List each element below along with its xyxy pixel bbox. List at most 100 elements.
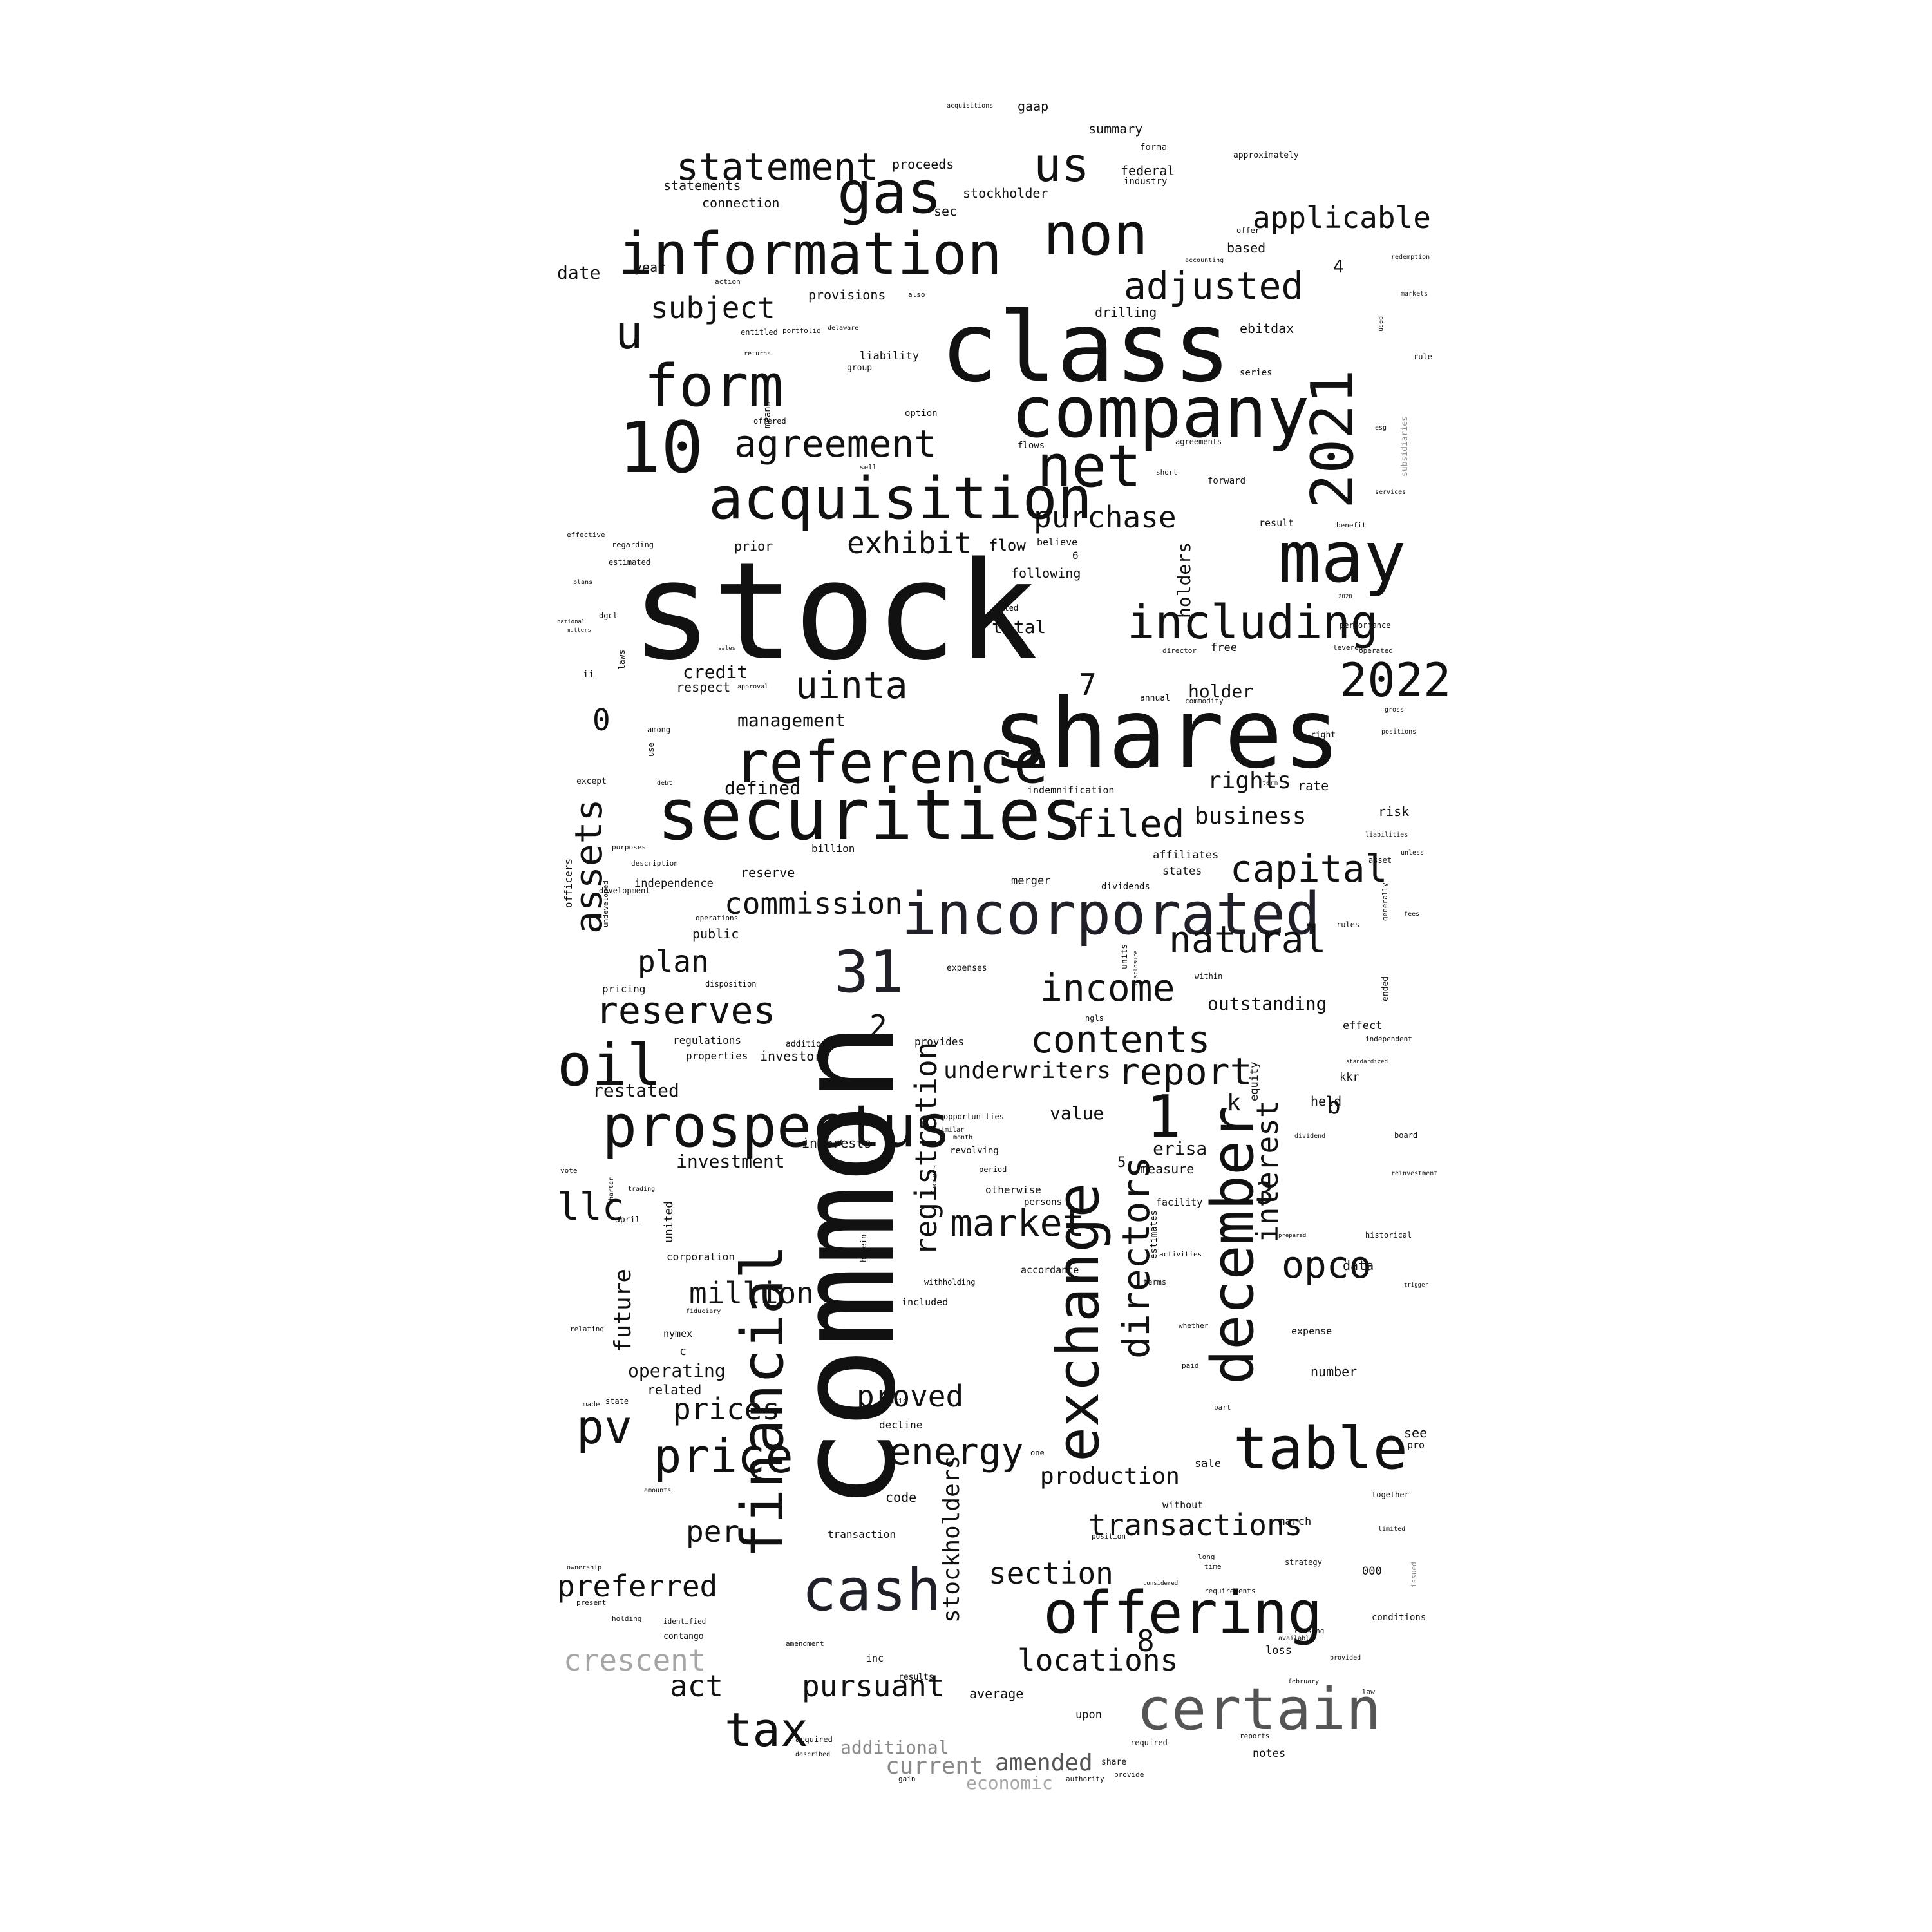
word: agreements <box>1175 437 1222 446</box>
word: respect <box>676 679 731 695</box>
word: operated <box>1359 647 1393 655</box>
word: interest <box>1250 1100 1285 1243</box>
word: non <box>1043 201 1148 269</box>
word: value <box>1050 1103 1104 1124</box>
word: sell <box>860 463 877 471</box>
word: oil <box>557 1032 662 1099</box>
word: included <box>902 1296 949 1308</box>
word: operating <box>628 1360 726 1381</box>
word: industry <box>1124 176 1168 187</box>
word: filed <box>1072 802 1185 846</box>
word: notes <box>1253 1747 1286 1760</box>
word: units <box>1120 943 1130 969</box>
word: undeveloped <box>601 880 610 927</box>
word: data <box>1343 1258 1374 1273</box>
word: fiduciary <box>686 1308 721 1315</box>
word: connection <box>702 195 780 211</box>
word: without <box>1162 1499 1204 1511</box>
word: within <box>1195 972 1223 981</box>
word: federal <box>1121 163 1175 178</box>
word: transaction <box>828 1528 896 1540</box>
word: subsidiaries <box>1400 416 1410 477</box>
word: national <box>557 619 585 625</box>
word: date <box>557 262 601 283</box>
word: preferred <box>557 1569 718 1604</box>
word: services <box>1375 489 1406 496</box>
word: regarding <box>612 540 654 549</box>
word: effective <box>567 531 605 539</box>
word: contango <box>663 1632 704 1642</box>
word: interests <box>802 1135 872 1151</box>
word: million <box>689 1276 814 1311</box>
word: facility <box>1156 1197 1203 1208</box>
word: group <box>847 363 873 373</box>
word: authority <box>1066 1775 1104 1783</box>
word: otherwise <box>985 1184 1041 1196</box>
word: erisa <box>1153 1138 1208 1159</box>
word: income <box>1040 966 1175 1010</box>
word: identified <box>663 1617 706 1625</box>
word: expense <box>1291 1325 1332 1337</box>
word: share <box>1101 1757 1127 1767</box>
word: estimates <box>1149 1210 1159 1259</box>
word: state <box>605 1397 629 1406</box>
word: outstanding <box>1208 993 1327 1014</box>
word: sec <box>934 204 958 219</box>
word: opco <box>1282 1243 1372 1287</box>
word: 7 <box>1079 667 1097 702</box>
word: 2020 <box>1338 594 1352 600</box>
word: independent <box>1365 1035 1412 1043</box>
word: nymex <box>663 1328 693 1340</box>
word: march <box>1278 1515 1312 1528</box>
word: affiliates <box>1153 849 1219 862</box>
word: development <box>599 886 650 895</box>
word: drilling <box>1095 305 1157 320</box>
word: believe <box>1037 536 1078 548</box>
word: gas <box>837 159 942 227</box>
word: prices <box>673 1392 781 1426</box>
word: 31 <box>834 938 904 1006</box>
word: ngls <box>1085 1014 1104 1023</box>
word: amounts <box>644 1487 672 1494</box>
word: statement <box>676 145 879 189</box>
word: act <box>670 1669 724 1703</box>
word: per <box>686 1514 740 1549</box>
word: k <box>1227 1090 1241 1116</box>
word: trigger <box>1404 1282 1428 1289</box>
word: proved <box>857 1379 964 1414</box>
word: uinta <box>795 663 908 707</box>
word: upon <box>1075 1709 1102 1721</box>
word: debt <box>657 780 673 787</box>
word: result <box>1259 517 1294 529</box>
word: summary <box>1088 121 1143 137</box>
word: dividend <box>1294 1133 1326 1140</box>
word: effect <box>1343 1019 1383 1032</box>
word: returns <box>744 350 772 357</box>
word: table <box>1233 1415 1408 1482</box>
word: dgcl <box>599 611 618 620</box>
word: law <box>1362 1688 1375 1696</box>
word: also <box>908 290 925 299</box>
word: number <box>1311 1364 1358 1379</box>
word: held <box>1311 1094 1342 1109</box>
word: term <box>1262 780 1278 787</box>
word: 6 <box>1072 549 1079 562</box>
word: limited <box>1378 1526 1406 1533</box>
word: approximately <box>1233 151 1299 160</box>
word: restated <box>592 1080 679 1101</box>
word: except <box>576 777 607 786</box>
word: energy <box>889 1430 1024 1473</box>
word: time <box>1204 1562 1222 1571</box>
word: current <box>886 1753 983 1779</box>
word: available <box>1278 1635 1314 1642</box>
word: markets <box>1401 290 1428 298</box>
word: billion <box>811 842 855 855</box>
word: pricing <box>602 983 646 995</box>
word: officers <box>562 858 574 908</box>
word: investment <box>676 1151 785 1172</box>
word: reserve <box>741 865 795 880</box>
word: independence <box>634 877 714 890</box>
word: whether <box>1179 1321 1209 1330</box>
word: relating <box>570 1325 604 1333</box>
